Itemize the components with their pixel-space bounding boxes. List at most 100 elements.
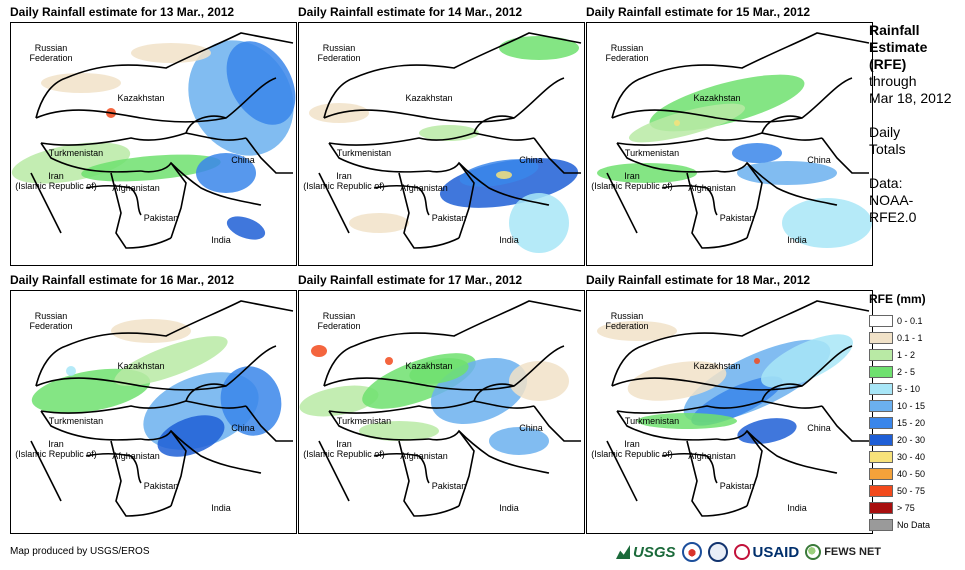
rainfall-area: [597, 321, 677, 341]
legend-label: 1 - 2: [897, 349, 916, 360]
country-border: [110, 440, 172, 517]
legend-item: 40 - 50: [869, 465, 965, 482]
country-border: [40, 410, 142, 441]
country-border: [353, 32, 582, 79]
country-border: [140, 429, 262, 474]
country-label-turkmenistan: Turkmenistan: [624, 416, 680, 426]
country-border: [428, 161, 550, 206]
agency-seal-icon: [707, 542, 728, 562]
side-through: through: [869, 73, 917, 89]
country-label-india: India: [211, 235, 231, 245]
country-label-china: China: [807, 423, 831, 433]
rainfall-area: [509, 361, 569, 401]
country-border: [373, 452, 430, 484]
rainfall-map: Russian Federation Kazakhstan Turkmenistan I…: [586, 22, 873, 266]
rainfall-area: [754, 358, 760, 364]
usgs-logo-text: USGS: [633, 543, 676, 561]
rainfall-area: [409, 358, 469, 384]
rainfall-area: [674, 120, 680, 126]
country-border: [616, 142, 718, 173]
country-label-pakistan: Pakistan: [143, 481, 179, 491]
rainfall-area: [359, 421, 439, 441]
rainfall-area: [732, 143, 782, 163]
panel-title: Daily Rainfall estimate for 13 Mar., 201…: [10, 5, 235, 19]
legend-item: 0.1 - 1: [869, 329, 965, 346]
country-label-iran: Iran (Islamic Republic of): [303, 439, 385, 459]
country-border: [473, 115, 515, 134]
legend-swatch: [869, 450, 893, 463]
country-label-afghanistan: Afghanistan: [112, 451, 160, 461]
map-credit: Map produced by USGS/EROS: [10, 546, 150, 557]
rainfall-area: [111, 319, 191, 343]
panel-18-mar: Daily Rainfall estimate for 18 Mar., 201…: [586, 272, 873, 534]
rainfall-area: [220, 366, 282, 436]
country-label-pakistan: Pakistan: [431, 213, 467, 223]
rainfall-area: [782, 198, 872, 248]
rainfall-area: [41, 73, 121, 93]
legend-item: 50 - 75: [869, 482, 965, 499]
country-border: [458, 162, 475, 239]
country-border: [473, 383, 515, 402]
country-border: [716, 161, 838, 206]
country-label-russia: Russian Federation: [317, 43, 361, 63]
country-label-kazakhstan: Kazakhstan: [693, 93, 741, 103]
country-border: [328, 132, 535, 146]
map-canvas: [309, 32, 582, 253]
country-label-china: China: [231, 423, 255, 433]
rainfall-area: [628, 103, 746, 143]
country-border: [373, 184, 430, 216]
rainfall-area: [114, 336, 228, 386]
country-border: [35, 345, 67, 387]
country-label-kazakhstan: Kazakhstan: [405, 93, 453, 103]
panel-14-mar: Daily Rainfall estimate for 14 Mar., 201…: [298, 4, 585, 266]
rainfall-area: [509, 193, 569, 253]
side-title-2: Estimate: [869, 39, 928, 55]
country-border: [821, 137, 869, 174]
country-label-afghanistan: Afghanistan: [688, 451, 736, 461]
map-canvas: [11, 32, 296, 249]
country-label-china: China: [519, 155, 543, 165]
legend-label: 40 - 50: [897, 468, 926, 479]
usaid-logo: USAID: [733, 544, 799, 561]
rainfall-area: [299, 385, 379, 417]
rainfall-area: [226, 216, 266, 240]
country-border: [353, 300, 582, 347]
rainfall-area: [131, 43, 211, 63]
country-label-china: China: [807, 155, 831, 165]
country-label-russia: Russian Federation: [605, 43, 649, 63]
legend-swatch: [869, 399, 893, 412]
country-border: [40, 142, 142, 173]
side-totals: Totals: [869, 141, 906, 157]
legend-swatch: [869, 416, 893, 429]
country-label-pakistan: Pakistan: [143, 213, 179, 223]
country-border: [170, 162, 187, 239]
legend-swatch: [869, 348, 893, 361]
legend-item: No Data: [869, 516, 965, 533]
country-border: [611, 345, 643, 387]
legend-swatch: [869, 518, 893, 531]
legend-item: 1 - 2: [869, 346, 965, 363]
panel-17-mar: Daily Rainfall estimate for 17 Mar., 201…: [298, 272, 585, 534]
rainfall-area: [385, 357, 393, 365]
rainfall-area: [226, 41, 296, 125]
rainfall-area: [489, 427, 549, 455]
rfe-description: Rainfall Estimate (RFE) through Mar 18, …: [869, 22, 965, 226]
side-title-3: (RFE): [869, 56, 907, 72]
map-canvas: [299, 300, 582, 517]
panel-15-mar: Daily Rainfall estimate for 15 Mar., 201…: [586, 4, 873, 266]
legend-item: 30 - 40: [869, 448, 965, 465]
country-border: [746, 430, 763, 507]
legend-swatch: [869, 433, 893, 446]
country-border: [661, 184, 718, 216]
legend-label: 0.1 - 1: [897, 332, 923, 343]
legend-item: 10 - 15: [869, 397, 965, 414]
country-label-india: India: [211, 503, 231, 513]
country-label-iran: Iran (Islamic Republic of): [15, 171, 97, 191]
side-daily: Daily: [869, 124, 901, 140]
country-border: [606, 172, 638, 234]
country-label-turkmenistan: Turkmenistan: [336, 148, 392, 158]
country-border: [686, 440, 748, 517]
noaa-logo-icon: [681, 542, 702, 562]
legend-label: 0 - 0.1: [897, 315, 923, 326]
rainfall-map: Russian Federation Kazakhstan Turkmenistan I…: [10, 22, 297, 266]
